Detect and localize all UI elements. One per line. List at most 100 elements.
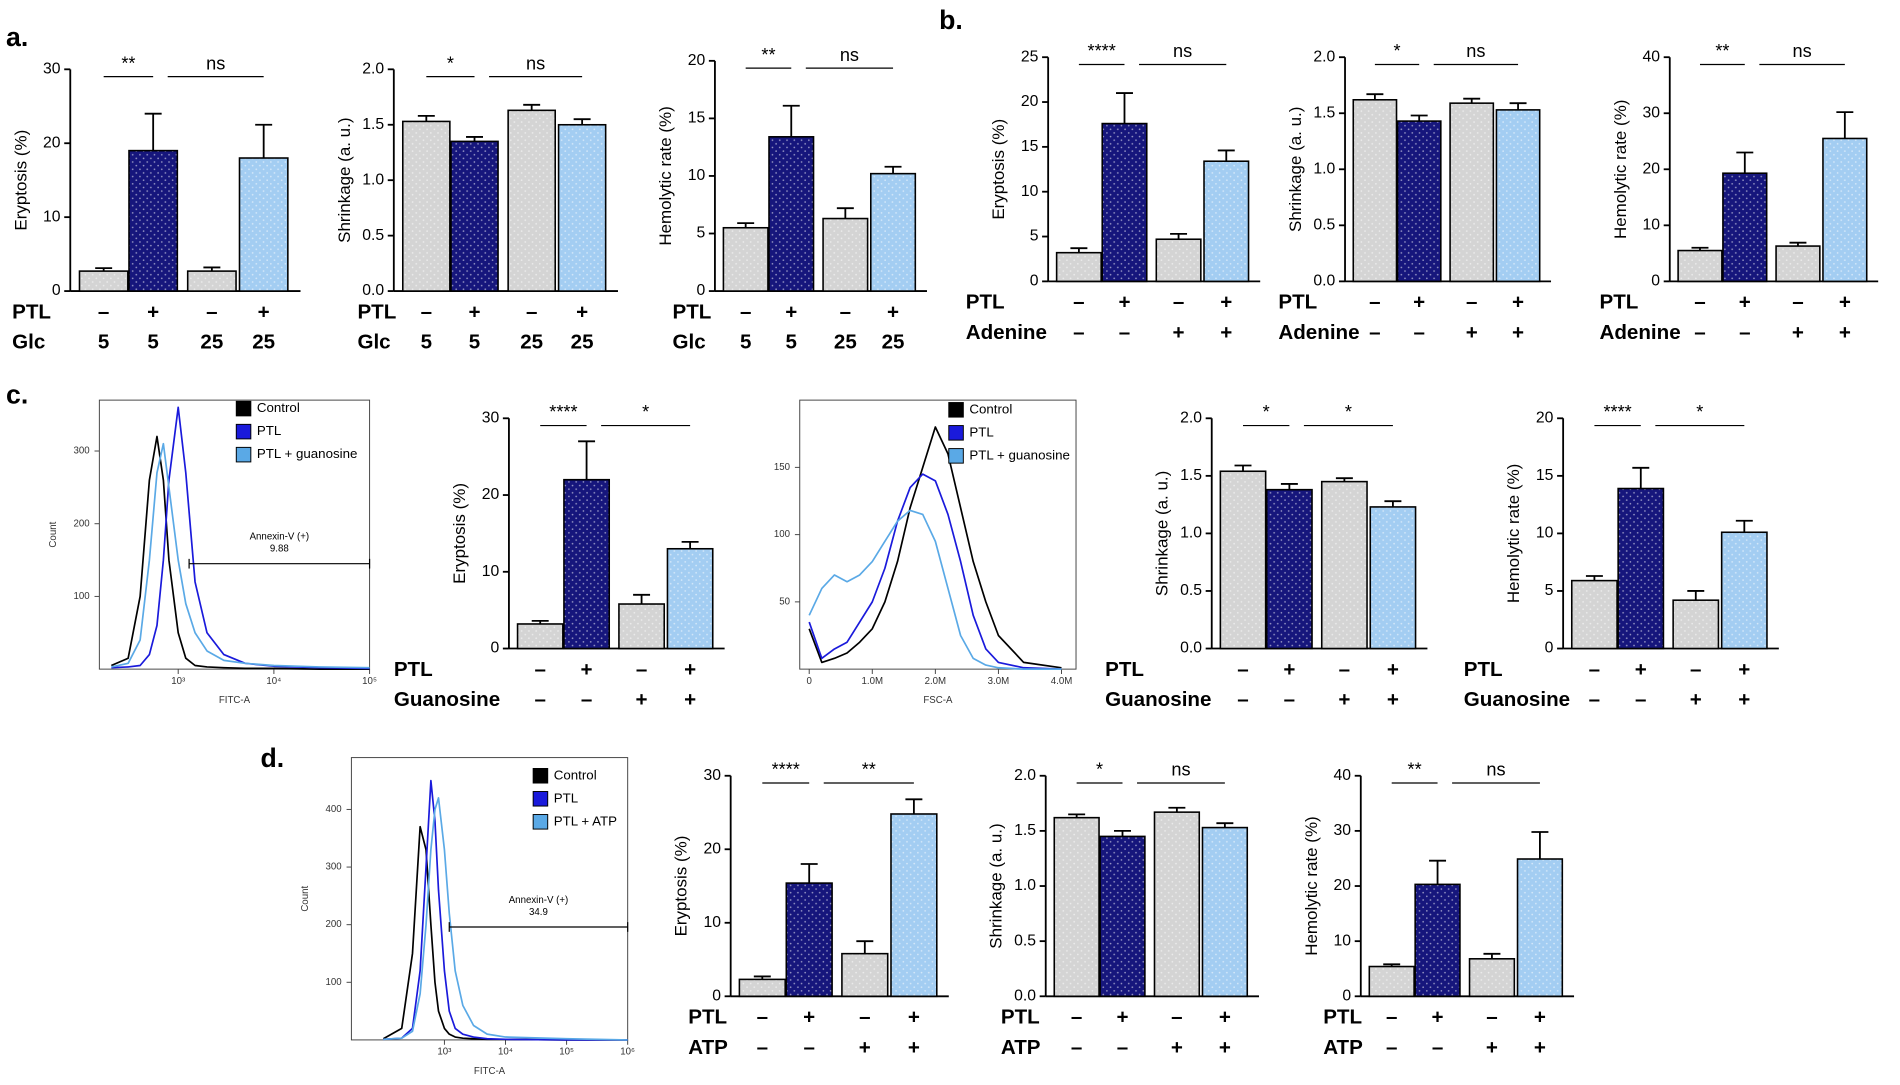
- row-label: PTL: [1105, 658, 1144, 681]
- y-tick-label: 150: [774, 462, 791, 473]
- y-axis-title: Count: [48, 521, 59, 547]
- row-value: +: [1387, 658, 1399, 681]
- row-value: +: [1171, 1036, 1183, 1059]
- row-value: +: [581, 658, 593, 681]
- row-value: +: [1739, 291, 1751, 314]
- y-tick-label: 100: [326, 977, 343, 988]
- significance-label: *: [447, 53, 454, 73]
- row-value: –: [859, 1006, 870, 1029]
- significance-label: ****: [549, 402, 577, 422]
- y-tick-label: 25: [1021, 48, 1039, 65]
- bar: [78, 270, 129, 292]
- y-tick-label: 30: [1334, 822, 1352, 839]
- chart-histogram: d. 10³ 10⁴ 10⁵ 10⁶ 100 200 300 400 FITC-A Count Con…: [261, 743, 636, 1077]
- chart-bar: 0.0 0.5 1.0 1.5 2.0 Shrinkage (a. u.) PTL – + – + A…: [1278, 41, 1552, 344]
- row-value: +: [785, 300, 797, 323]
- y-axis-title: Hemolytic rate (%): [1611, 100, 1630, 239]
- y-tick-label: 0.0: [1313, 273, 1335, 290]
- y-tick-label: 10: [688, 167, 706, 184]
- y-tick-label: 0: [712, 987, 721, 1004]
- row-value: 25: [834, 331, 857, 354]
- bar: [1617, 487, 1665, 650]
- bar: [1672, 599, 1720, 650]
- bar: [1775, 245, 1821, 283]
- significance-label: ns: [206, 53, 225, 73]
- y-axis-title: Hemolytic rate (%): [1302, 816, 1321, 955]
- legend-label: Control: [969, 401, 1012, 416]
- row-label: PTL: [394, 658, 433, 681]
- legend-swatch: [532, 791, 549, 807]
- row-value: +: [258, 300, 270, 323]
- row-value: +: [1738, 658, 1750, 681]
- y-tick-label: 15: [688, 110, 706, 127]
- row-label: Glc: [12, 331, 45, 354]
- row-value: +: [1839, 321, 1851, 344]
- y-tick-label: 20: [43, 134, 61, 151]
- bar: [1155, 238, 1202, 283]
- row-value: +: [1512, 291, 1524, 314]
- row-value: +: [887, 300, 899, 323]
- panel-label: d.: [261, 743, 285, 773]
- row-value: +: [147, 300, 159, 323]
- bar: [238, 157, 289, 292]
- panel-label: b.: [939, 5, 963, 35]
- row-value: +: [1116, 1006, 1128, 1029]
- x-tick-label: 3.0M: [988, 676, 1010, 687]
- chart-bar: 0 5 10 15 20 Hemolytic rate (%) PTL – + – + Glc 5 5 25…: [656, 45, 927, 354]
- significance-label: ****: [1603, 402, 1631, 422]
- y-tick-label: 300: [326, 862, 343, 873]
- significance-label: ns: [840, 45, 859, 65]
- y-axis-title: Hemolytic rate (%): [656, 106, 675, 245]
- histogram-curve: [110, 435, 370, 670]
- y-tick-label: 0: [1545, 640, 1554, 657]
- bar: [1722, 172, 1768, 283]
- row-value: 5: [469, 331, 480, 354]
- y-tick-label: 10: [482, 563, 500, 580]
- y-tick-label: 20: [482, 486, 500, 503]
- bar: [1396, 120, 1442, 283]
- row-value: +: [1534, 1036, 1546, 1059]
- bar: [1099, 835, 1146, 998]
- significance-label: ns: [526, 53, 545, 73]
- y-axis-title: Shrinkage (a. u.): [335, 118, 354, 243]
- significance-label: *: [1263, 402, 1270, 422]
- legend-label: PTL: [554, 790, 578, 805]
- chart-bar: 0.0 0.5 1.0 1.5 2.0 Shrinkage (a. u.) PTL – + – + G…: [1105, 402, 1428, 711]
- row-value: –: [1369, 291, 1380, 314]
- x-tick-label: 1.0M: [862, 676, 884, 687]
- legend-label: Control: [554, 767, 597, 782]
- legend-swatch: [532, 814, 549, 830]
- row-value: –: [581, 688, 592, 711]
- y-tick-label: 50: [779, 596, 790, 607]
- row-value: 25: [571, 331, 594, 354]
- y-tick-label: 1.0: [1014, 877, 1036, 894]
- y-tick-label: 0.5: [1180, 582, 1202, 599]
- row-value: +: [684, 688, 696, 711]
- y-tick-label: 0: [696, 282, 705, 299]
- y-tick-label: 30: [43, 60, 61, 77]
- row-value: –: [1694, 321, 1705, 344]
- bar: [186, 270, 237, 292]
- row-value: –: [740, 300, 751, 323]
- y-tick-label: 0.5: [1313, 216, 1335, 233]
- significance-label: ns: [1486, 760, 1505, 780]
- row-label: ATP: [688, 1036, 728, 1059]
- gate-value: 9.88: [270, 544, 289, 555]
- bar: [1570, 579, 1618, 650]
- row-label: Glc: [357, 331, 390, 354]
- y-tick-label: 10: [1536, 525, 1554, 542]
- legend-swatch: [235, 423, 252, 440]
- y-tick-label: 200: [73, 518, 90, 529]
- row-value: –: [1284, 688, 1295, 711]
- chart-histogram: c. 10³ 10⁴ 10⁵ 100 200 300 FITC-A Count Control PT…: [6, 380, 377, 707]
- bar: [1495, 109, 1541, 283]
- row-value: –: [1635, 688, 1646, 711]
- x-axis-title: FSC-A: [923, 695, 953, 706]
- row-value: 25: [252, 331, 275, 354]
- row-value: –: [534, 658, 545, 681]
- row-value: –: [840, 300, 851, 323]
- row-value: +: [1635, 658, 1647, 681]
- row-label: Guanosine: [1464, 688, 1570, 711]
- y-tick-label: 20: [703, 840, 721, 857]
